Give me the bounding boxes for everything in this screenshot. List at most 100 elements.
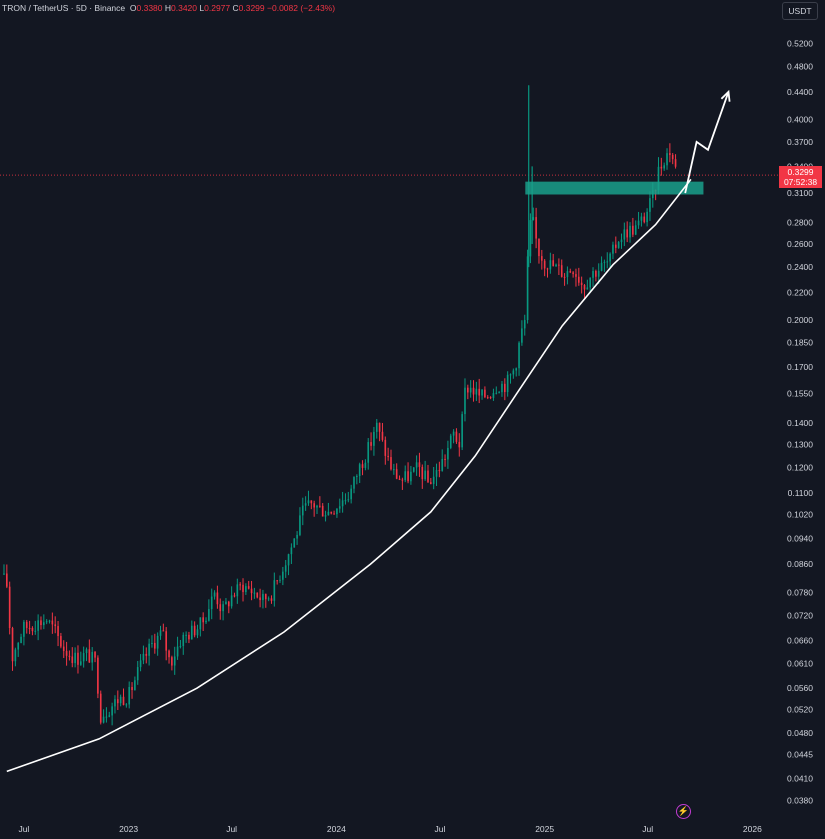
candle-body	[159, 630, 162, 636]
candle-body	[6, 573, 8, 587]
candle-body	[28, 627, 31, 629]
candle-body	[245, 586, 247, 593]
projection-arrow	[684, 91, 730, 194]
symbol-label: TRON / TetherUS · 5D · Binance	[2, 3, 126, 13]
candle-body	[99, 693, 102, 723]
candle-body	[347, 499, 350, 501]
y-tick-label: 0.2000	[787, 315, 813, 325]
candle-body	[319, 505, 321, 507]
candle-body	[358, 464, 361, 477]
candle-body	[503, 383, 506, 393]
candle-body	[236, 584, 239, 597]
y-tick-label: 0.2400	[787, 262, 813, 272]
lightning-icon[interactable]: ⚡	[676, 804, 691, 819]
candle-body	[37, 620, 39, 631]
candle-body	[666, 153, 668, 166]
currency-button[interactable]: USDT	[782, 2, 818, 20]
open-key: O	[129, 3, 137, 13]
candle-body	[213, 592, 216, 597]
candle-body	[560, 265, 563, 277]
last-price-value: 0.3299	[787, 167, 814, 177]
candle-body	[190, 625, 193, 640]
y-tick-label: 0.0860	[787, 559, 813, 569]
candle-body	[102, 716, 105, 723]
candle-body	[88, 649, 91, 663]
candle-body	[657, 166, 660, 191]
x-tick-label: 2023	[119, 824, 138, 834]
candle-body	[461, 414, 463, 448]
candle-body	[43, 622, 45, 626]
candle-body	[572, 272, 574, 275]
y-tick-label: 0.4400	[787, 87, 813, 97]
candle-body	[193, 625, 196, 636]
y-tick-label: 0.0410	[787, 773, 813, 783]
candle-body	[188, 634, 190, 640]
candle-body	[481, 389, 483, 396]
candle-body	[370, 442, 372, 446]
candle-body	[116, 699, 119, 704]
candle-body	[136, 667, 139, 681]
candle-body	[145, 653, 148, 656]
candle-body	[671, 154, 674, 160]
resistance-zone	[525, 181, 704, 195]
candle-body	[51, 620, 54, 625]
candle-body	[259, 597, 261, 601]
y-tick-label: 0.1400	[787, 418, 813, 428]
candle-body	[171, 657, 173, 666]
candle-body	[484, 389, 486, 398]
candle-body	[196, 629, 199, 636]
candle-body	[290, 547, 293, 555]
candle-body	[432, 476, 435, 484]
candle-body	[350, 488, 352, 500]
candle-body	[455, 431, 458, 442]
y-tick-label: 0.4800	[787, 62, 813, 72]
candle-body	[17, 642, 20, 650]
candle-body	[62, 646, 65, 651]
candle-body	[316, 505, 318, 508]
candle-body	[68, 655, 71, 657]
candle-body	[592, 271, 594, 278]
candle-body	[208, 609, 210, 621]
candle-body	[119, 696, 122, 704]
candle-body	[614, 244, 617, 248]
candle-body	[111, 706, 113, 716]
candle-body	[301, 505, 304, 516]
candle-body	[162, 630, 165, 632]
candle-body	[430, 482, 432, 484]
low-value: 0.2977	[204, 3, 231, 13]
candle-body	[307, 500, 310, 504]
candle-body	[57, 626, 59, 637]
candle-body	[253, 592, 256, 594]
candle-body	[583, 285, 586, 290]
candle-body	[424, 470, 426, 480]
candle-body	[85, 649, 88, 654]
candle-body	[512, 370, 515, 375]
x-tick-label: Jul	[226, 824, 237, 834]
candle-body	[91, 651, 94, 663]
candle-body	[216, 592, 219, 605]
candle-body	[179, 646, 182, 648]
candle-body	[529, 220, 532, 257]
y-tick-label: 0.0520	[787, 705, 813, 715]
candle-body	[393, 469, 395, 471]
candle-body	[563, 276, 566, 278]
candle-body	[122, 696, 125, 706]
candle-body	[486, 397, 489, 399]
candle-body	[586, 287, 589, 290]
candle-body	[108, 715, 111, 717]
candle-body	[338, 506, 341, 509]
candle-body	[384, 439, 387, 456]
y-tick-label: 0.2800	[787, 218, 813, 228]
candle-body	[321, 505, 324, 517]
candle-body	[626, 229, 629, 238]
candle-body	[176, 646, 179, 657]
candle-body	[105, 716, 108, 718]
candle-body	[617, 242, 620, 248]
candle-body	[649, 198, 651, 212]
y-tick-label: 0.0445	[787, 750, 813, 760]
candle-body	[361, 464, 364, 468]
candle-body	[492, 393, 495, 398]
y-tick-label: 0.4000	[787, 114, 813, 124]
candle-body	[20, 636, 22, 643]
